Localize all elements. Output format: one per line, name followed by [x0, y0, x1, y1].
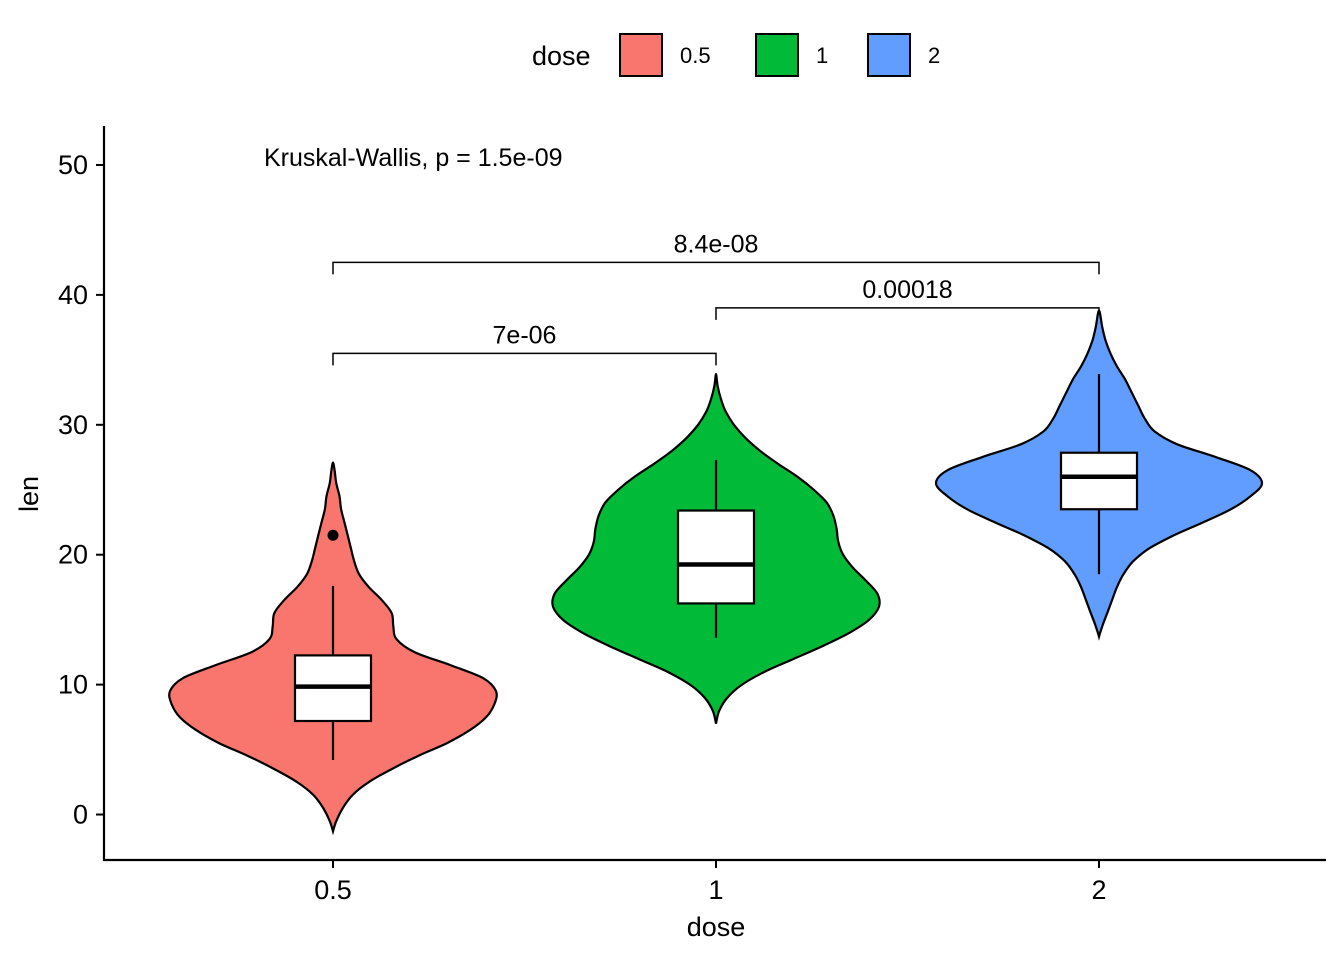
- legend-label: 1: [816, 43, 828, 68]
- y-axis: 0 10 20 30 40 50 len: [14, 126, 106, 861]
- outlier-point: [327, 529, 339, 541]
- x-axis-label: dose: [687, 912, 746, 942]
- x-tick-label: 0.5: [314, 875, 352, 905]
- kruskal-wallis-annotation: Kruskal-Wallis, p = 1.5e-09: [264, 144, 563, 172]
- plot-area: 7e-06 0.00018 8.4e-08: [168, 230, 1264, 836]
- y-tick-label: 40: [58, 280, 88, 310]
- legend-item-1: 1: [755, 33, 828, 77]
- x-tick-label: 1: [708, 875, 723, 905]
- y-tick-label: 50: [58, 150, 88, 180]
- legend-item-2: 2: [867, 33, 940, 77]
- box-iqr: [1059, 451, 1139, 511]
- violin-group-0.5: [168, 461, 498, 836]
- legend-swatch: [755, 33, 799, 77]
- box-iqr: [676, 509, 756, 605]
- violin-group-2: [934, 309, 1264, 641]
- x-tick-label: 2: [1091, 875, 1106, 905]
- bracket-p-value: 8.4e-08: [674, 230, 759, 258]
- x-axis: 0.5 1 2 dose: [103, 858, 1326, 942]
- comparison-brackets: 7e-06 0.00018 8.4e-08: [332, 230, 1100, 366]
- y-tick-label: 20: [58, 540, 88, 570]
- y-tick-label: 30: [58, 410, 88, 440]
- legend-label: 0.5: [680, 43, 711, 68]
- legend: dose 0.5 1 2: [532, 33, 940, 77]
- legend-entries: 0.5 1 2: [619, 33, 940, 77]
- bracket-0.5-vs-2: 8.4e-08: [332, 230, 1100, 275]
- y-ticks: 0 10 20 30 40 50: [58, 150, 104, 830]
- legend-label: 2: [928, 43, 940, 68]
- legend-title: dose: [532, 41, 591, 71]
- legend-item-0.5: 0.5: [619, 33, 711, 77]
- x-ticks: 0.5 1 2: [314, 860, 1107, 905]
- y-tick-label: 10: [58, 670, 88, 700]
- bracket-p-value: 7e-06: [493, 321, 557, 349]
- bracket-line: [332, 261, 1100, 275]
- bracket-0.5-vs-1: 7e-06: [332, 321, 717, 366]
- y-axis-label: len: [14, 476, 44, 512]
- violin-group-1: [551, 372, 881, 724]
- bracket-line: [715, 307, 1100, 320]
- bracket-line: [332, 352, 717, 366]
- bracket-1-vs-2: 0.00018: [715, 276, 1100, 320]
- y-tick-label: 0: [73, 800, 88, 830]
- violins: [168, 309, 1264, 836]
- annotation: Kruskal-Wallis, p = 1.5e-09: [264, 144, 563, 172]
- legend-swatch: [867, 33, 911, 77]
- bracket-p-value: 0.00018: [862, 276, 952, 304]
- legend-swatch: [619, 33, 663, 77]
